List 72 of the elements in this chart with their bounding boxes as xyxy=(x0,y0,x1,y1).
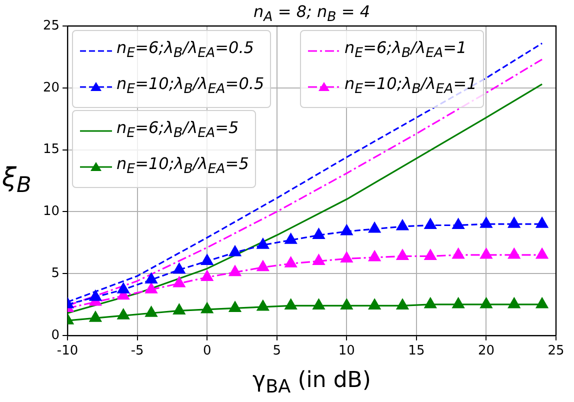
point xyxy=(145,306,158,317)
point xyxy=(536,248,548,259)
point xyxy=(368,250,381,262)
point xyxy=(508,298,520,308)
y-tick-label: 25 xyxy=(42,18,60,34)
y-tick-label: 10 xyxy=(42,204,60,220)
point xyxy=(117,308,130,320)
point xyxy=(340,224,353,236)
x-tick-label: 0 xyxy=(202,344,212,359)
x-tick-label: 15 xyxy=(408,344,425,359)
point xyxy=(229,265,242,276)
point xyxy=(424,218,436,230)
point xyxy=(229,246,242,256)
x-axis-title: γ$_{BA}$ (in dB) xyxy=(252,368,372,398)
legend-label: n$_{E}$=6;λ$_{B}$/λ$_{EA}$=1 xyxy=(344,37,467,64)
legend-label: n$_{E}$=6;λ$_{B}$/λ$_{EA}$=0.5 xyxy=(116,37,254,64)
point xyxy=(480,298,492,308)
x-tick-label: 10 xyxy=(338,344,355,359)
legend-label: n$_{E}$=10;λ$_{B}$/λ$_{EA}$=1 xyxy=(344,73,477,100)
point xyxy=(452,248,464,259)
x-tick-label: -5 xyxy=(130,344,144,359)
point xyxy=(396,298,408,310)
point xyxy=(340,298,353,310)
point xyxy=(396,220,408,230)
point xyxy=(229,301,242,312)
point xyxy=(284,256,297,268)
point xyxy=(508,248,520,259)
point xyxy=(284,233,297,244)
point xyxy=(536,298,548,308)
point xyxy=(368,298,381,310)
point xyxy=(89,311,102,322)
point xyxy=(368,222,381,233)
point xyxy=(145,282,158,294)
point xyxy=(340,252,353,262)
y-tick-label: 15 xyxy=(42,142,60,158)
point xyxy=(173,304,186,314)
x-tick-label: 5 xyxy=(272,344,282,359)
legend-label: n$_{E}$=10;λ$_{B}$/λ$_{EA}$=5 xyxy=(116,153,249,180)
y-tick-label: 0 xyxy=(51,328,60,343)
point xyxy=(256,300,269,311)
point xyxy=(452,298,464,308)
point xyxy=(424,249,436,260)
point xyxy=(424,298,436,308)
point xyxy=(480,248,492,259)
point xyxy=(117,282,130,294)
point xyxy=(312,254,325,265)
y-tick-label: 20 xyxy=(42,80,60,96)
point xyxy=(89,290,102,301)
point xyxy=(508,217,520,228)
point xyxy=(201,254,214,265)
point xyxy=(396,249,408,260)
point xyxy=(256,260,269,272)
legend-label: n$_{E}$=10;λ$_{B}$/λ$_{EA}$=0.5 xyxy=(116,73,264,100)
point xyxy=(536,217,548,228)
legend-label: n$_{E}$=6;λ$_{B}$/λ$_{EA}$=5 xyxy=(116,117,239,144)
point xyxy=(173,276,186,288)
point xyxy=(201,302,214,314)
x-tick-label: 25 xyxy=(548,344,564,359)
point xyxy=(256,238,269,249)
point xyxy=(452,218,464,230)
point xyxy=(173,263,186,274)
point xyxy=(480,217,492,228)
x-tick-label: 20 xyxy=(478,344,494,359)
point xyxy=(312,298,325,310)
chart-title: n$_{A}$ = 8; n$_{B}$ = 4 xyxy=(252,2,372,26)
point xyxy=(145,272,158,284)
point xyxy=(284,298,297,310)
point xyxy=(201,270,214,282)
y-tick-label: 5 xyxy=(51,266,60,281)
point xyxy=(312,228,325,239)
y-axis-title: ξ$_{B}$ xyxy=(2,162,32,198)
x-tick-label: -10 xyxy=(56,344,78,359)
